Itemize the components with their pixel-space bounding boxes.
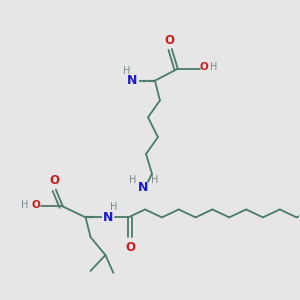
Text: O: O (165, 34, 175, 46)
Text: N: N (127, 74, 137, 87)
Text: H: H (110, 202, 117, 212)
Text: O: O (49, 174, 59, 187)
Text: H: H (22, 200, 29, 211)
Text: H: H (122, 66, 130, 76)
Text: O: O (125, 241, 135, 254)
Text: H: H (151, 175, 159, 185)
Text: H: H (130, 175, 137, 185)
Text: O: O (199, 62, 208, 72)
Text: H: H (210, 62, 217, 72)
Text: N: N (103, 211, 114, 224)
Text: O: O (32, 200, 40, 211)
Text: N: N (138, 181, 148, 194)
